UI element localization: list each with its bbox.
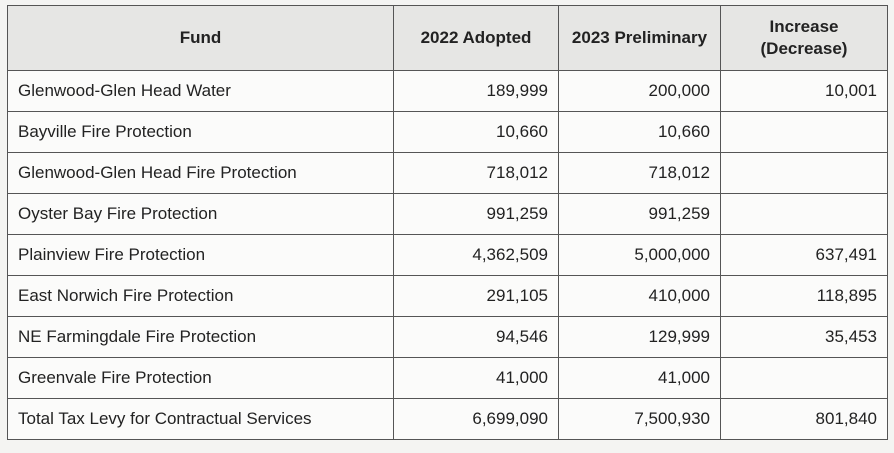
amount-cell: 35,453 [720, 316, 888, 358]
fund-table: Fund 2022 Adopted 2023 Preliminary Increase… [7, 5, 888, 440]
fund-name: Glenwood-Glen Head Water [7, 70, 394, 112]
amount-cell: 118,895 [720, 275, 888, 317]
header-row: Fund 2022 Adopted 2023 Preliminary Increase… [7, 5, 888, 71]
amount-cell: 41,000 [558, 357, 721, 399]
table-row: Bayville Fire Protection 10,660 10,660 [7, 111, 888, 153]
amount-cell: 10,001 [720, 70, 888, 112]
fund-name: NE Farmingdale Fire Protection [7, 316, 394, 358]
table-row: Greenvale Fire Protection 41,000 41,000 [7, 357, 888, 399]
amount-cell: 291,105 [393, 275, 559, 317]
table-row: Plainview Fire Protection 4,362,509 5,000,… [7, 234, 888, 276]
table-row: Glenwood-Glen Head Fire Protection 718,01… [7, 152, 888, 194]
amount-cell: 129,999 [558, 316, 721, 358]
amount-cell: 991,259 [558, 193, 721, 235]
amount-cell: 4,362,509 [393, 234, 559, 276]
amount-cell: 200,000 [558, 70, 721, 112]
amount-cell [720, 357, 888, 399]
fund-name: Plainview Fire Protection [7, 234, 394, 276]
header-cell: Increase (Decrease) [720, 5, 888, 71]
amount-cell [720, 193, 888, 235]
amount-cell: 637,491 [720, 234, 888, 276]
amount-cell: 6,699,090 [393, 398, 559, 440]
amount-cell: 189,999 [393, 70, 559, 112]
amount-cell: 410,000 [558, 275, 721, 317]
header-cell: 2023 Preliminary [558, 5, 721, 71]
fund-name: Total Tax Levy for Contractual Services [7, 398, 394, 440]
table-row: NE Farmingdale Fire Protection 94,546 129,… [7, 316, 888, 358]
table-row: East Norwich Fire Protection 291,105 410,0… [7, 275, 888, 317]
header-cell: 2022 Adopted [393, 5, 559, 71]
table-row: Glenwood-Glen Head Water 189,999 200,000 10… [7, 70, 888, 112]
amount-cell: 801,840 [720, 398, 888, 440]
amount-cell: 718,012 [558, 152, 721, 194]
amount-cell: 7,500,930 [558, 398, 721, 440]
fund-name: Glenwood-Glen Head Fire Protection [7, 152, 394, 194]
fund-name: East Norwich Fire Protection [7, 275, 394, 317]
fund-name: Oyster Bay Fire Protection [7, 193, 394, 235]
amount-cell: 718,012 [393, 152, 559, 194]
amount-cell: 10,660 [558, 111, 721, 153]
table-row: Oyster Bay Fire Protection 991,259 991,259 [7, 193, 888, 235]
amount-cell [720, 111, 888, 153]
amount-cell: 991,259 [393, 193, 559, 235]
table-container: Fund 2022 Adopted 2023 Preliminary Increase… [7, 5, 888, 440]
amount-cell: 5,000,000 [558, 234, 721, 276]
header-cell: Fund [7, 5, 394, 71]
table-row: Total Tax Levy for Contractual Services 6… [7, 398, 888, 440]
fund-name: Bayville Fire Protection [7, 111, 394, 153]
fund-name: Greenvale Fire Protection [7, 357, 394, 399]
amount-cell: 10,660 [393, 111, 559, 153]
amount-cell: 41,000 [393, 357, 559, 399]
amount-cell [720, 152, 888, 194]
amount-cell: 94,546 [393, 316, 559, 358]
